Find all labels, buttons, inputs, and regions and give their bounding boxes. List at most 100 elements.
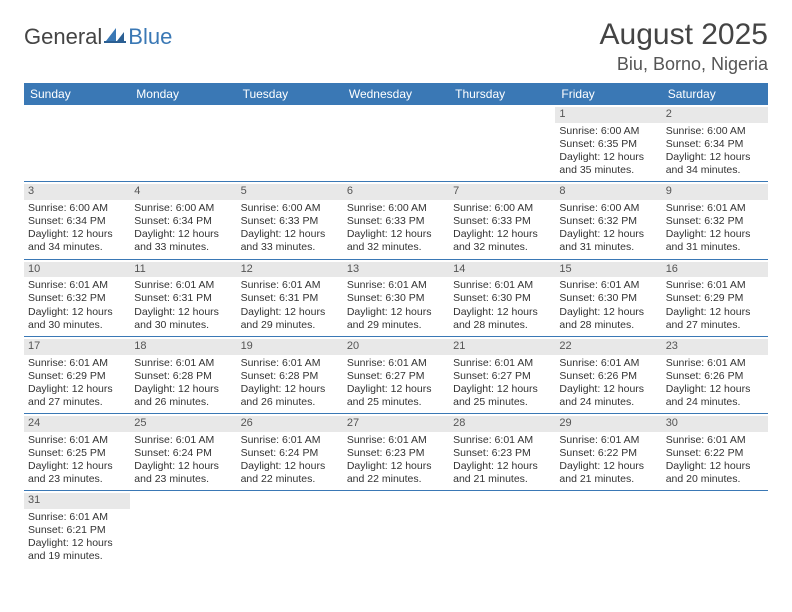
daylight-text: Daylight: 12 hours	[28, 383, 126, 396]
sunrise-text: Sunrise: 6:00 AM	[666, 125, 764, 138]
sunset-text: Sunset: 6:24 PM	[134, 447, 232, 460]
logo-text-1: General	[24, 24, 102, 50]
calendar-day-cell: 21Sunrise: 6:01 AMSunset: 6:27 PMDayligh…	[449, 336, 555, 413]
calendar-day-cell: 25Sunrise: 6:01 AMSunset: 6:24 PMDayligh…	[130, 414, 236, 491]
sunset-text: Sunset: 6:28 PM	[134, 370, 232, 383]
day-number: 30	[662, 416, 768, 432]
sunset-text: Sunset: 6:33 PM	[453, 215, 551, 228]
sunrise-text: Sunrise: 6:01 AM	[453, 434, 551, 447]
day-number: 5	[237, 184, 343, 200]
sunset-text: Sunset: 6:23 PM	[347, 447, 445, 460]
daylight-text: and 22 minutes.	[347, 473, 445, 486]
day-number: 27	[343, 416, 449, 432]
calendar-week-row: 24Sunrise: 6:01 AMSunset: 6:25 PMDayligh…	[24, 414, 768, 491]
daylight-text: Daylight: 12 hours	[347, 460, 445, 473]
day-number: 11	[130, 262, 236, 278]
daylight-text: and 32 minutes.	[347, 241, 445, 254]
calendar-day-cell: 14Sunrise: 6:01 AMSunset: 6:30 PMDayligh…	[449, 259, 555, 336]
daylight-text: Daylight: 12 hours	[666, 228, 764, 241]
daylight-text: and 30 minutes.	[28, 319, 126, 332]
calendar-empty-cell	[343, 491, 449, 568]
weekday-header-row: SundayMondayTuesdayWednesdayThursdayFrid…	[24, 83, 768, 105]
sunset-text: Sunset: 6:35 PM	[559, 138, 657, 151]
day-number: 15	[555, 262, 661, 278]
day-number: 22	[555, 339, 661, 355]
daylight-text: and 24 minutes.	[666, 396, 764, 409]
calendar-empty-cell	[662, 491, 768, 568]
daylight-text: Daylight: 12 hours	[666, 383, 764, 396]
sunset-text: Sunset: 6:32 PM	[28, 292, 126, 305]
calendar-empty-cell	[237, 491, 343, 568]
sunset-text: Sunset: 6:31 PM	[134, 292, 232, 305]
daylight-text: and 23 minutes.	[134, 473, 232, 486]
sunrise-text: Sunrise: 6:01 AM	[28, 279, 126, 292]
day-number: 25	[130, 416, 236, 432]
calendar-day-cell: 7 Sunrise: 6:00 AMSunset: 6:33 PMDaylight…	[449, 182, 555, 259]
calendar-empty-cell	[130, 105, 236, 182]
sunrise-text: Sunrise: 6:01 AM	[134, 279, 232, 292]
day-number: 7	[449, 184, 555, 200]
sunset-text: Sunset: 6:25 PM	[28, 447, 126, 460]
day-number: 12	[237, 262, 343, 278]
sunrise-text: Sunrise: 6:01 AM	[666, 357, 764, 370]
day-number: 14	[449, 262, 555, 278]
daylight-text: Daylight: 12 hours	[666, 460, 764, 473]
calendar-empty-cell	[237, 105, 343, 182]
sunrise-text: Sunrise: 6:01 AM	[241, 434, 339, 447]
sunset-text: Sunset: 6:24 PM	[241, 447, 339, 460]
daylight-text: and 25 minutes.	[453, 396, 551, 409]
daylight-text: Daylight: 12 hours	[28, 460, 126, 473]
day-number: 18	[130, 339, 236, 355]
calendar-day-cell: 1Sunrise: 6:00 AMSunset: 6:35 PMDaylight…	[555, 105, 661, 182]
sunrise-text: Sunrise: 6:01 AM	[28, 511, 126, 524]
calendar-day-cell: 8Sunrise: 6:00 AMSunset: 6:32 PMDaylight…	[555, 182, 661, 259]
day-number: 17	[24, 339, 130, 355]
sunrise-text: Sunrise: 6:01 AM	[666, 434, 764, 447]
day-number: 29	[555, 416, 661, 432]
daylight-text: and 19 minutes.	[28, 550, 126, 563]
sunset-text: Sunset: 6:31 PM	[241, 292, 339, 305]
daylight-text: Daylight: 12 hours	[666, 306, 764, 319]
calendar-page: General Blue August 2025 Biu, Borno, Nig…	[0, 0, 792, 568]
weekday-header: Monday	[130, 83, 236, 105]
calendar-week-row: 31Sunrise: 6:01 AMSunset: 6:21 PMDayligh…	[24, 491, 768, 568]
sunrise-text: Sunrise: 6:01 AM	[347, 357, 445, 370]
calendar-day-cell: 24Sunrise: 6:01 AMSunset: 6:25 PMDayligh…	[24, 414, 130, 491]
daylight-text: and 26 minutes.	[241, 396, 339, 409]
daylight-text: and 20 minutes.	[666, 473, 764, 486]
daylight-text: and 28 minutes.	[559, 319, 657, 332]
daylight-text: Daylight: 12 hours	[453, 228, 551, 241]
sunset-text: Sunset: 6:33 PM	[241, 215, 339, 228]
sunset-text: Sunset: 6:32 PM	[666, 215, 764, 228]
calendar-day-cell: 12Sunrise: 6:01 AMSunset: 6:31 PMDayligh…	[237, 259, 343, 336]
sunrise-text: Sunrise: 6:00 AM	[453, 202, 551, 215]
calendar-day-cell: 30Sunrise: 6:01 AMSunset: 6:22 PMDayligh…	[662, 414, 768, 491]
daylight-text: Daylight: 12 hours	[559, 306, 657, 319]
daylight-text: and 30 minutes.	[134, 319, 232, 332]
daylight-text: and 34 minutes.	[28, 241, 126, 254]
daylight-text: Daylight: 12 hours	[28, 228, 126, 241]
calendar-week-row: 3Sunrise: 6:00 AMSunset: 6:34 PMDaylight…	[24, 182, 768, 259]
sunset-text: Sunset: 6:32 PM	[559, 215, 657, 228]
calendar-day-cell: 9Sunrise: 6:01 AMSunset: 6:32 PMDaylight…	[662, 182, 768, 259]
sunrise-text: Sunrise: 6:01 AM	[28, 434, 126, 447]
calendar-empty-cell	[449, 105, 555, 182]
sunrise-text: Sunrise: 6:01 AM	[666, 202, 764, 215]
daylight-text: and 23 minutes.	[28, 473, 126, 486]
calendar-day-cell: 5Sunrise: 6:00 AMSunset: 6:33 PMDaylight…	[237, 182, 343, 259]
calendar-day-cell: 22Sunrise: 6:01 AMSunset: 6:26 PMDayligh…	[555, 336, 661, 413]
daylight-text: and 34 minutes.	[666, 164, 764, 177]
day-number: 8	[555, 184, 661, 200]
daylight-text: Daylight: 12 hours	[241, 228, 339, 241]
daylight-text: Daylight: 12 hours	[241, 383, 339, 396]
daylight-text: and 29 minutes.	[241, 319, 339, 332]
sunrise-text: Sunrise: 6:00 AM	[134, 202, 232, 215]
day-number: 19	[237, 339, 343, 355]
daylight-text: Daylight: 12 hours	[134, 228, 232, 241]
sunrise-text: Sunrise: 6:01 AM	[559, 279, 657, 292]
sunrise-text: Sunrise: 6:00 AM	[347, 202, 445, 215]
sunset-text: Sunset: 6:27 PM	[347, 370, 445, 383]
daylight-text: and 32 minutes.	[453, 241, 551, 254]
sunrise-text: Sunrise: 6:00 AM	[559, 202, 657, 215]
sunset-text: Sunset: 6:28 PM	[241, 370, 339, 383]
